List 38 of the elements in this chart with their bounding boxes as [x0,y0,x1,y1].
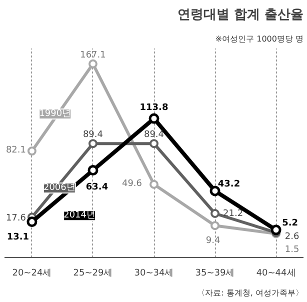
chart-subtitle: ※여성인구 1000명당 명 [215,34,304,44]
point [270,224,282,236]
x-tick-label: 30~34세 [134,268,174,278]
data-label: 9.4 [206,236,220,246]
point [150,180,158,189]
series-label: 2014년 [64,210,96,221]
x-tick-label: 40~44세 [256,268,296,278]
text: 〈자료: 통계청, 여성가족부〉 [197,288,304,298]
data-label: 2.6 [284,232,300,242]
data-label: 1.5 [284,245,300,256]
data-label: 167.1 [80,50,106,60]
data-label: 43.2 [218,179,240,190]
data-label: 89.4 [82,130,104,140]
point [150,139,158,148]
series-label: 2006년 [43,183,76,194]
x-tick-label: 25~29세 [73,268,113,278]
data-label: 89.4 [144,130,164,140]
chart-title: 연령대별 합계 출산율 [177,8,304,22]
data-label: 5.2 [282,218,298,228]
series-label: 1990년 [39,108,72,119]
data-label: 17.6 [6,214,26,224]
point [27,146,36,156]
point [148,113,160,124]
point [26,216,38,228]
point [88,139,98,148]
x-tick-label: 20~24세 [12,268,52,278]
x-tick-label: 35~39세 [195,268,235,278]
data-label: 82.1 [6,146,26,156]
data-label: 21.2 [223,208,244,219]
point [88,164,98,176]
point [210,221,220,230]
point [210,186,220,196]
point [88,59,98,68]
data-label: 49.6 [122,178,142,189]
data-label: 113.8 [140,103,168,114]
data-label: 63.4 [86,182,108,193]
data-label: 13.1 [6,232,30,242]
point [210,209,220,218]
